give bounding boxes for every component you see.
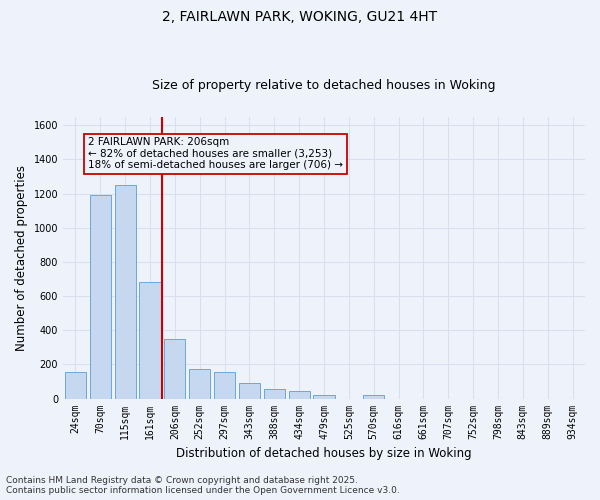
- Bar: [65, 372, 86, 398]
- Text: Contains HM Land Registry data © Crown copyright and database right 2025.
Contai: Contains HM Land Registry data © Crown c…: [6, 476, 400, 495]
- Bar: [313, 395, 335, 398]
- Bar: [363, 395, 384, 398]
- Bar: [139, 282, 161, 399]
- Text: 2 FAIRLAWN PARK: 206sqm
← 82% of detached houses are smaller (3,253)
18% of semi: 2 FAIRLAWN PARK: 206sqm ← 82% of detache…: [88, 138, 343, 170]
- Bar: [239, 383, 260, 398]
- Bar: [214, 372, 235, 398]
- Y-axis label: Number of detached properties: Number of detached properties: [15, 164, 28, 350]
- Bar: [289, 391, 310, 398]
- Text: 2, FAIRLAWN PARK, WOKING, GU21 4HT: 2, FAIRLAWN PARK, WOKING, GU21 4HT: [163, 10, 437, 24]
- Bar: [90, 196, 111, 398]
- Bar: [264, 389, 285, 398]
- Bar: [189, 368, 211, 398]
- Bar: [115, 185, 136, 398]
- X-axis label: Distribution of detached houses by size in Woking: Distribution of detached houses by size …: [176, 447, 472, 460]
- Title: Size of property relative to detached houses in Woking: Size of property relative to detached ho…: [152, 79, 496, 92]
- Bar: [164, 339, 185, 398]
